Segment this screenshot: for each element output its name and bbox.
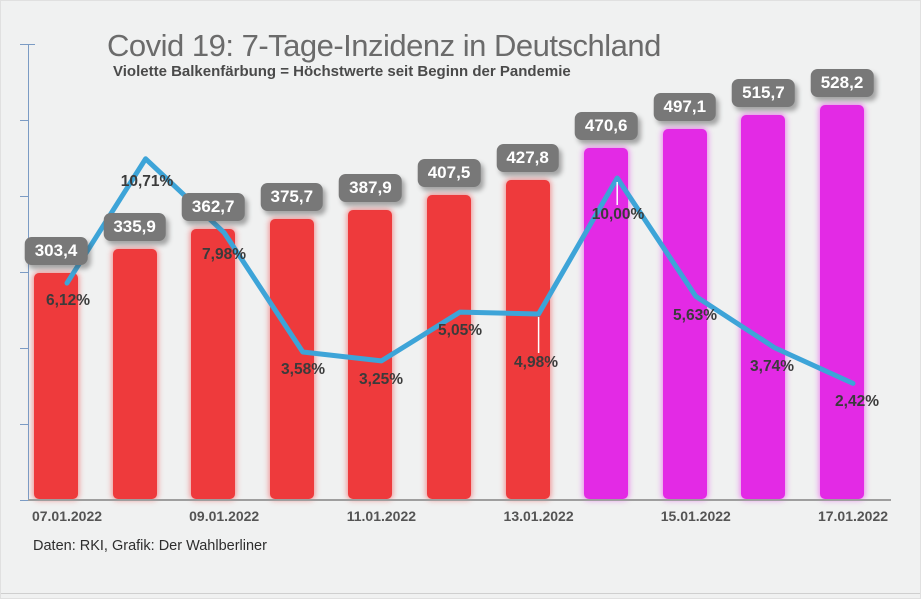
- bar-value-badge: 335,9: [103, 213, 166, 241]
- bar-value-badge: 427,8: [496, 144, 559, 172]
- bar-value-badge: 375,7: [260, 183, 324, 211]
- bar-value-badge: 497,1: [653, 93, 717, 121]
- y-axis-tick: [20, 348, 28, 349]
- x-axis-label: 09.01.2022: [189, 508, 260, 524]
- source-credit: Daten: RKI, Grafik: Der Wahlberliner: [33, 538, 267, 554]
- y-axis-tick: [20, 120, 28, 121]
- line-point-label: 6,12%: [46, 292, 90, 309]
- bar: [741, 115, 786, 499]
- bar: [191, 229, 236, 499]
- x-axis-label: 15.01.2022: [660, 508, 731, 524]
- line-point-label: 3,58%: [281, 361, 325, 378]
- line-point-label: 5,05%: [438, 322, 482, 339]
- y-axis-tick: [20, 196, 28, 197]
- bar: [34, 273, 78, 499]
- line-point-label: 4,98%: [514, 354, 558, 371]
- bar-value-badge: 387,9: [339, 174, 402, 202]
- chart-subtitle: Violette Balkenfärbung = Höchstwerte sei…: [113, 63, 571, 80]
- bar-value-badge: 470,6: [574, 112, 638, 140]
- bar: [505, 180, 550, 499]
- bar: [427, 195, 471, 499]
- x-axis-label: 11.01.2022: [346, 508, 417, 524]
- line-point-label: 2,42%: [835, 393, 879, 410]
- bar: [662, 129, 707, 499]
- x-axis-label: 13.01.2022: [503, 508, 574, 524]
- bar: [584, 148, 629, 499]
- bar-value-badge: 362,7: [181, 193, 245, 221]
- x-axis-label: 07.01.2022: [31, 508, 103, 524]
- bar: [348, 210, 393, 499]
- bar-value-badge: 303,4: [24, 237, 88, 265]
- bar: [269, 219, 314, 499]
- y-axis-tick: [20, 500, 28, 501]
- bar-value-badge: 515,7: [732, 79, 795, 107]
- line-point-label: 7,98%: [202, 246, 246, 263]
- y-axis-line: [28, 44, 29, 500]
- y-axis-tick: [20, 44, 35, 45]
- line-point-label: 10,00%: [591, 206, 645, 223]
- line-point-label: 5,63%: [673, 307, 717, 324]
- chart-title: Covid 19: 7-Tage-Inzidenz in Deutschland: [107, 28, 661, 63]
- bar-value-badge: 407,5: [417, 159, 481, 187]
- bar: [112, 249, 157, 499]
- line-point-label: 3,25%: [359, 371, 403, 388]
- trend-polyline: [64, 156, 856, 386]
- bar: [820, 105, 864, 499]
- y-axis-tick: [20, 424, 28, 425]
- line-point-label: 10,71%: [120, 173, 174, 190]
- x-axis-label: 17.01.2022: [817, 508, 889, 524]
- y-axis-tick: [20, 272, 28, 273]
- line-point-label: 3,74%: [750, 358, 794, 375]
- bar-value-badge: 528,2: [810, 69, 874, 97]
- x-axis-line: [28, 499, 891, 501]
